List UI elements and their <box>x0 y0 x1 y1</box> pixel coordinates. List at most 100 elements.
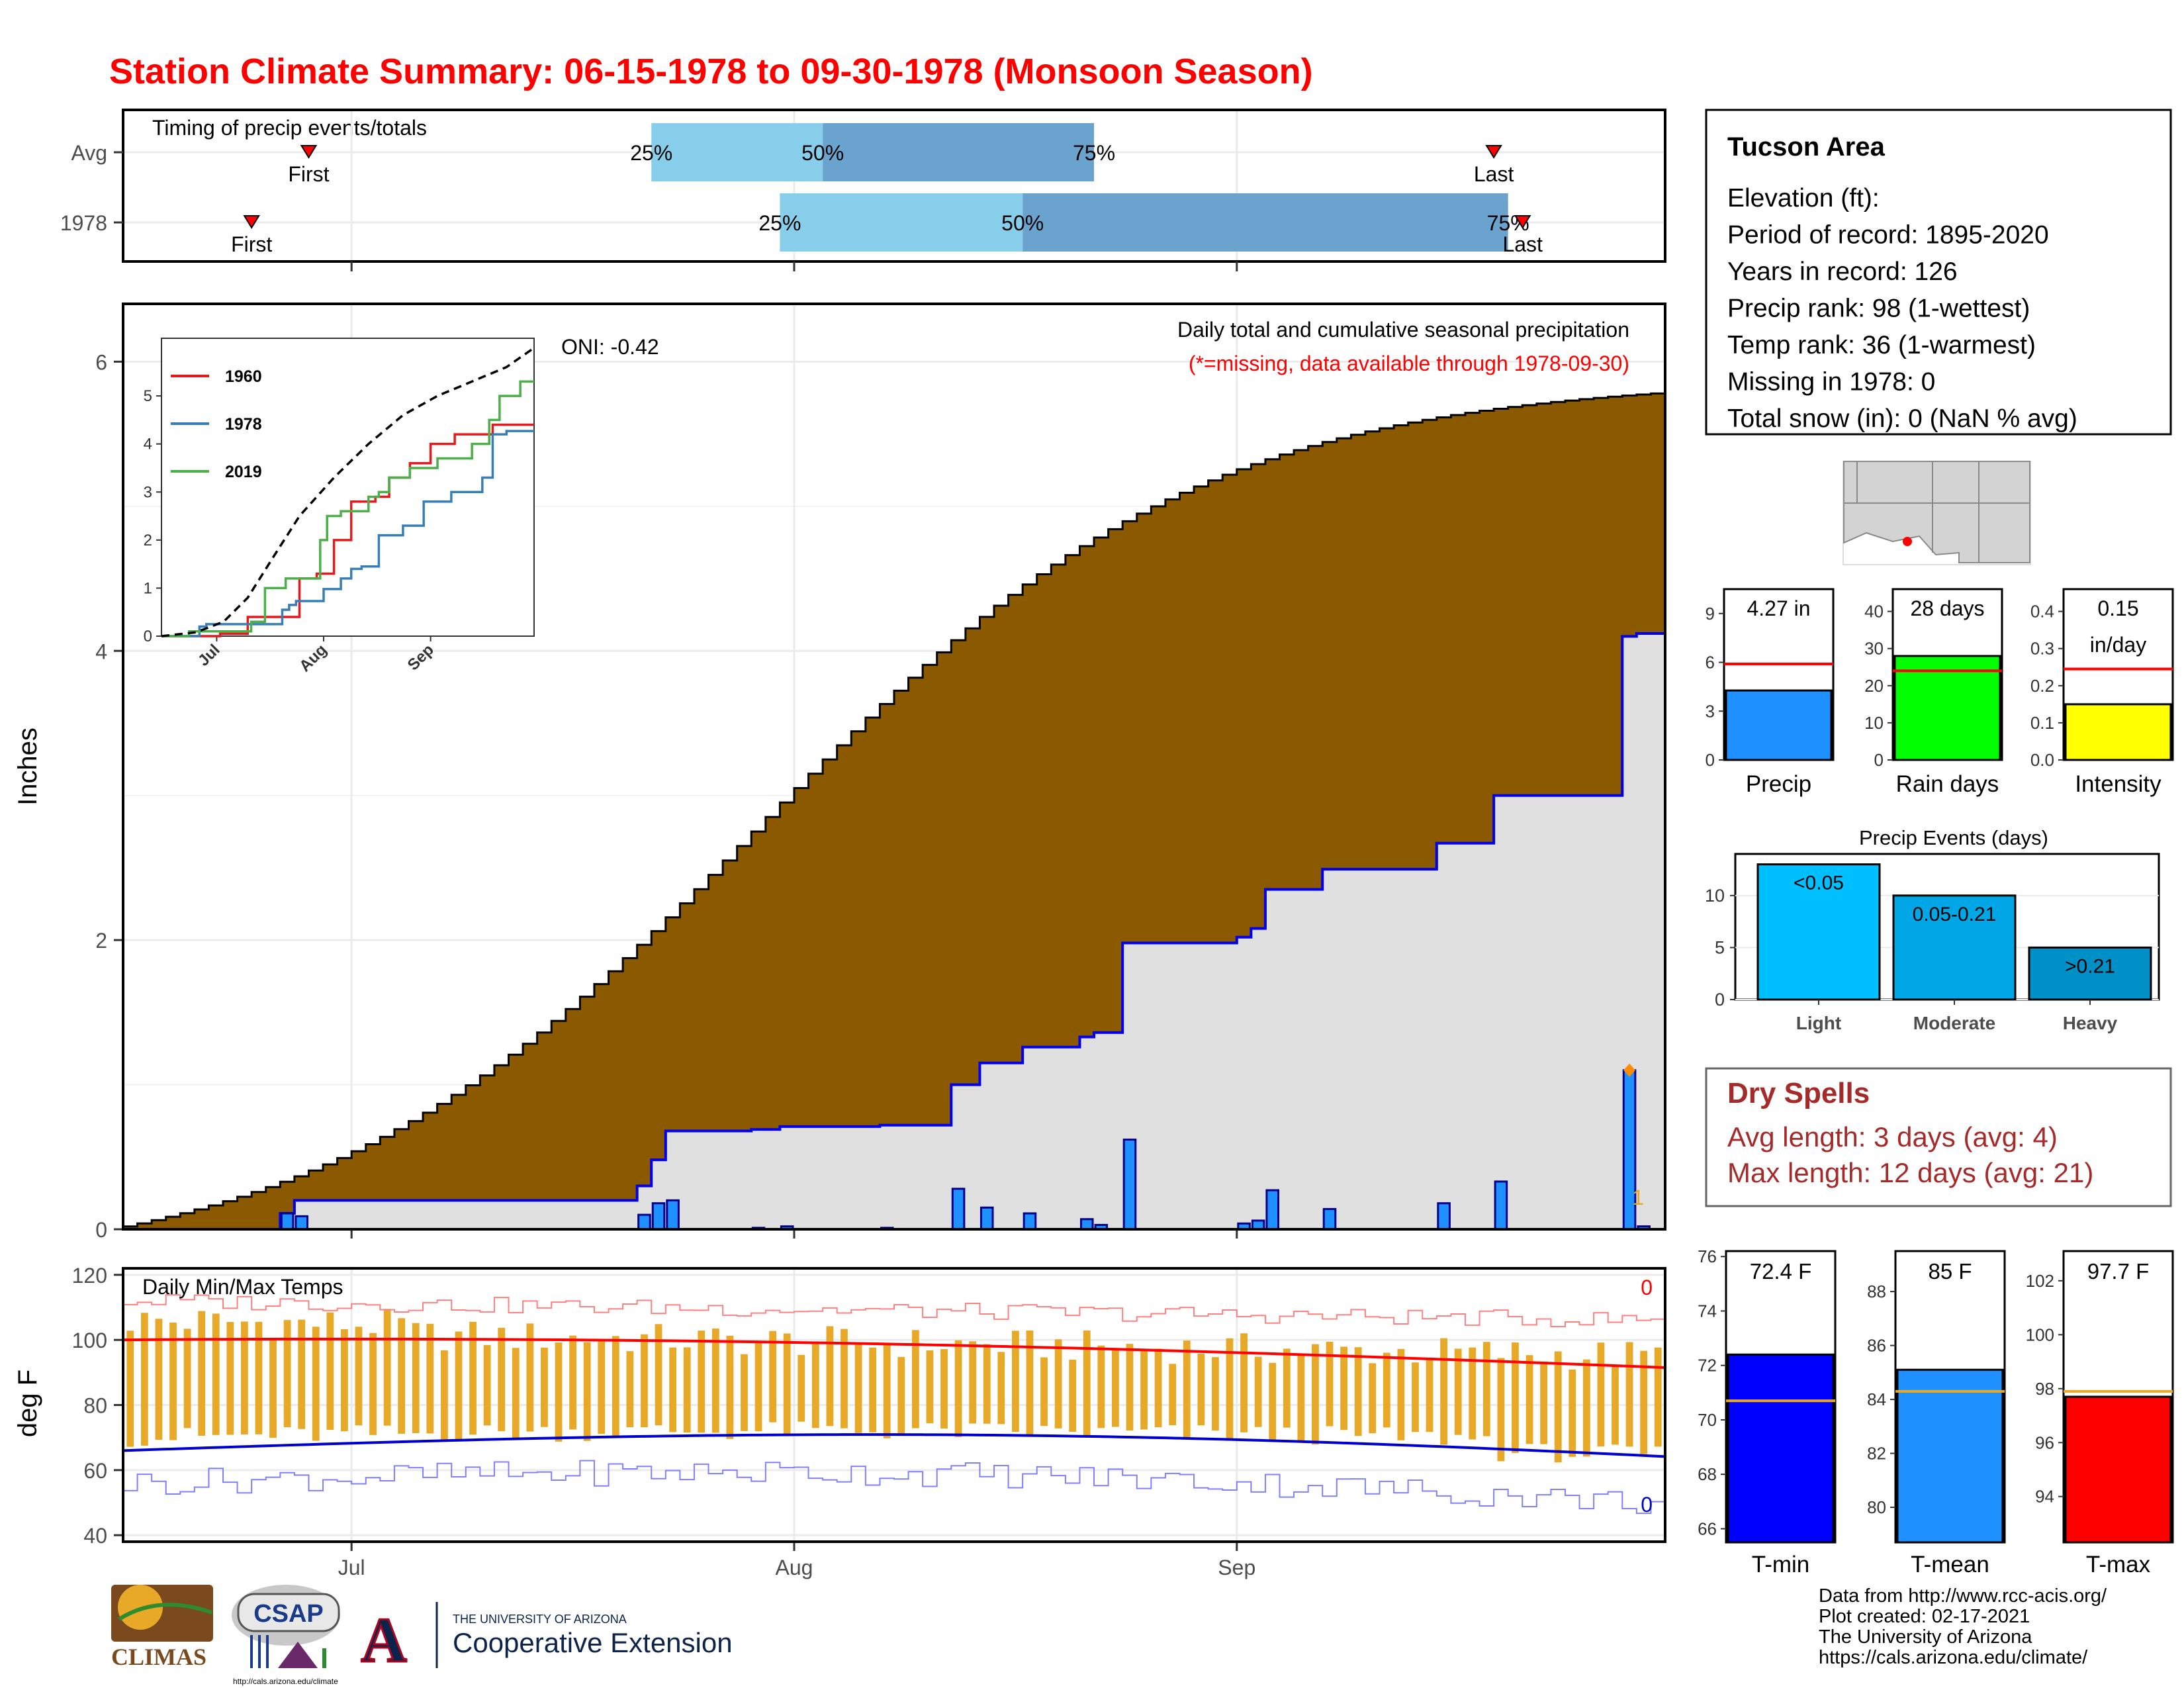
events-y-tick-label: 10 <box>1705 886 1725 906</box>
daily-precip-bar <box>1322 1207 1337 1231</box>
oni-label: ONI: -0.42 <box>561 335 659 359</box>
daily-temp-bar <box>512 1348 520 1440</box>
precip-title: Daily total and cumulative seasonal prec… <box>1177 318 1629 342</box>
daily-temp-bar <box>1582 1359 1590 1457</box>
temp-summary-y-tick-label: 86 <box>1867 1336 1886 1356</box>
csap-url: http://cals.arizona.edu/climate <box>233 1677 338 1686</box>
daily-temp-bar <box>1069 1360 1077 1432</box>
logos: CLIMAS CSAP http://cals.arizona.edu/clim… <box>111 1585 733 1686</box>
deficit-fill <box>123 393 1665 1229</box>
last-label: Last <box>1502 232 1543 256</box>
precip-frame <box>122 303 1666 1231</box>
timing-pct-label: 50% <box>1001 211 1044 235</box>
mini-bar-value-unit: in/day <box>2090 633 2146 657</box>
daily-temp-bar <box>1126 1344 1134 1430</box>
daily-temp-bar <box>754 1340 762 1432</box>
precip-panel: 0 2 4 6 Inches Daily total and cumulative s… <box>13 303 1666 1242</box>
daily-temp-bar <box>1440 1338 1447 1445</box>
map-region <box>1843 461 2030 563</box>
temp-summary-value: 97.7 F <box>2087 1259 2150 1284</box>
daily-temp-bar <box>883 1343 891 1438</box>
mini-bar-y-tick-label: 20 <box>1864 676 1884 696</box>
temp-frame <box>122 1267 1666 1543</box>
daily-temp-bar <box>897 1356 905 1434</box>
station-info-line: Temp rank: 36 (1-warmest) <box>1727 331 2036 359</box>
daily-temp-bar <box>1169 1364 1177 1425</box>
inset-y-tick-label: 0 <box>144 628 152 645</box>
events-bar-light <box>1756 863 1881 1001</box>
x-axis-month-label: Jul <box>338 1556 365 1579</box>
station-info-box: Tucson Area Elevation (ft): Period of rec… <box>1705 109 2172 436</box>
first-label: First <box>288 162 329 186</box>
daily-temp-bar <box>1026 1330 1034 1436</box>
daily-temp-bar <box>140 1313 148 1446</box>
temp-y-tick-label: 120 <box>72 1264 107 1288</box>
precip-corner-count: 1 <box>1632 1186 1644 1209</box>
inset-legend-label: 1960 <box>225 367 262 386</box>
temp-summary-y-tick-label: 102 <box>2026 1271 2054 1291</box>
daily-temp-bar <box>1240 1333 1248 1432</box>
events-bar-label: <0.05 <box>1794 872 1844 894</box>
daily-temp-bar <box>811 1344 819 1429</box>
station-name: Tucson Area <box>1727 132 1886 162</box>
timing-bar-q2 <box>823 123 1095 181</box>
timing-pct-label: 25% <box>630 141 672 165</box>
mini-bar-y-tick-label: 10 <box>1864 713 1884 733</box>
ua-top-text: THE UNIVERSITY OF ARIZONA <box>453 1613 627 1626</box>
daily-temp-bar <box>1212 1357 1219 1431</box>
daily-precip-bar <box>666 1199 680 1231</box>
events-bar-label: 0.05-0.21 <box>1913 904 1997 925</box>
inset-series-line-2019 <box>161 380 534 637</box>
daily-temp-bar <box>626 1351 634 1427</box>
events-y-tick-label: 5 <box>1715 937 1725 957</box>
temp-summary-y-tick-label: 88 <box>1867 1282 1886 1301</box>
inset-legend-label: 1978 <box>225 415 262 434</box>
daily-precip-bar <box>280 1212 295 1231</box>
daily-temp-bar <box>997 1352 1005 1425</box>
daily-precip-bar <box>979 1206 994 1231</box>
inset-series-line-1978 <box>161 430 534 637</box>
daily-temp-bar <box>1197 1353 1205 1426</box>
daily-temp-bar <box>1512 1342 1519 1453</box>
csap-logo: CSAP http://cals.arizona.edu/climate <box>232 1585 340 1686</box>
daily-temp-bar <box>169 1322 177 1440</box>
mini-bar-y-tick-label: 0 <box>1706 750 1715 770</box>
daily-temp-bar <box>669 1347 676 1432</box>
temp-summary-y-tick-label: 66 <box>1698 1519 1717 1538</box>
temp-title: Daily Min/Max Temps <box>142 1275 343 1299</box>
daily-temp-bar <box>1283 1348 1291 1428</box>
daily-temp-bar <box>1269 1362 1277 1440</box>
daily-temp-bar <box>255 1321 263 1434</box>
daily-precip-bar <box>1437 1202 1451 1231</box>
daily-temp-bar <box>954 1340 962 1437</box>
footer-line-3: https://cals.arizona.edu/climate/ <box>1819 1647 2088 1668</box>
footer-credits: Data from http://www.rcc-acis.org/ Plot … <box>1819 1585 2107 1668</box>
daily-temp-bar <box>1426 1359 1433 1432</box>
timing-title: Timing of precip events/totals <box>152 116 427 140</box>
daily-temp-bar <box>555 1342 563 1442</box>
daily-temp-bar <box>1011 1331 1019 1432</box>
daily-temp-bar <box>1297 1354 1305 1442</box>
daily-temp-bar <box>711 1328 719 1433</box>
ua-logo: A THE UNIVERSITY OF ARIZONA Cooperative … <box>360 1602 733 1677</box>
temp-y-tick-label: 80 <box>83 1394 107 1418</box>
daily-temp-bar <box>1140 1348 1148 1430</box>
cum-1978-line <box>123 632 1665 1231</box>
daily-temp-bar <box>911 1330 919 1429</box>
mini-bar-label: Intensity <box>2075 771 2161 797</box>
daily-temp-bar <box>1569 1369 1576 1457</box>
daily-temp-bar <box>726 1335 734 1439</box>
mini-bar-value: 0.15 <box>2097 596 2138 620</box>
daily-temp-bar <box>398 1318 406 1434</box>
temp-y-tick-label: 40 <box>83 1524 107 1548</box>
daily-temp-bar <box>1554 1351 1562 1463</box>
daily-temp-bar <box>1254 1356 1262 1427</box>
daily-temp-bar <box>869 1347 877 1432</box>
daily-temp-bar <box>426 1323 434 1434</box>
temp-summary-value: 72.4 F <box>1750 1259 1812 1284</box>
daily-temp-bar <box>383 1309 391 1426</box>
temp-ylabel: deg F <box>13 1370 42 1437</box>
station-info-line: Period of record: 1895-2020 <box>1727 221 2049 250</box>
daily-temp-bar <box>312 1327 320 1441</box>
daily-temp-bar <box>269 1338 277 1438</box>
